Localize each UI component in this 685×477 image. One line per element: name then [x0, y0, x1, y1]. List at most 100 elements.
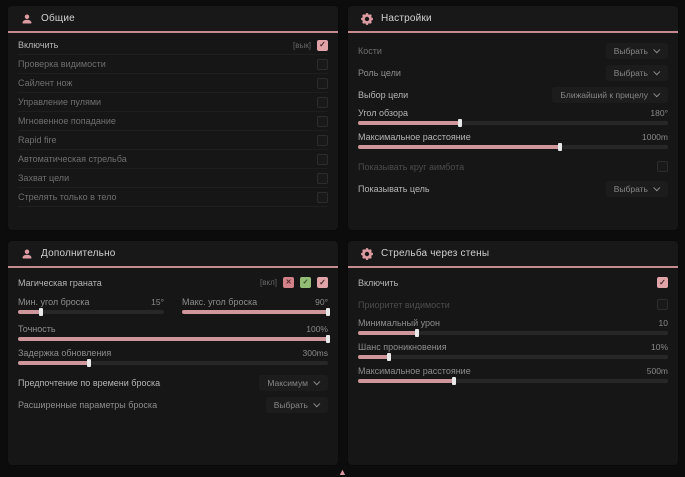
dropdown-row-show-target: Показывать цель Выбрать	[358, 178, 668, 199]
panel-title: Стрельба через стены	[381, 248, 490, 259]
checkbox-checked[interactable]: ✓	[657, 277, 668, 288]
checkbox-unchecked[interactable]	[317, 77, 328, 89]
slider-handle[interactable]	[458, 119, 463, 127]
panel-wallbang: Стрельба через стены Включить ✓ Приорите…	[348, 241, 678, 465]
toggle-row-bullet-control[interactable]: Управление пулями	[18, 93, 328, 112]
toggle-row-target-lock[interactable]: Захват цели	[18, 169, 328, 188]
slider-row-penetration-chance: Шанс проникновения 10%	[358, 342, 668, 361]
dropdown-row-target-role: Роль цели Выбрать	[358, 62, 668, 83]
check-icon: ✓	[319, 40, 326, 49]
penetration-chance-slider[interactable]	[358, 353, 668, 361]
accuracy-slider[interactable]	[18, 335, 330, 343]
chevron-down-icon	[653, 90, 661, 98]
toggle-row-enable-wallbang[interactable]: Включить ✓	[358, 272, 668, 293]
throw-time-select[interactable]: Максимум	[259, 374, 328, 391]
slider-handle[interactable]	[326, 335, 330, 343]
update-delay-slider[interactable]	[18, 359, 328, 367]
slider-fill	[182, 308, 330, 316]
toggle-label: Стрелять только в тело	[18, 192, 117, 202]
target-select[interactable]: Ближайший к прицелу	[552, 86, 668, 103]
advanced-throw-select[interactable]: Выбрать	[265, 396, 328, 413]
slider-handle[interactable]	[452, 377, 457, 385]
toggle-row-rapid-fire[interactable]: Rapid fire	[18, 131, 328, 150]
checkbox-unchecked[interactable]	[317, 191, 328, 203]
slider-fill	[358, 353, 391, 361]
toggle-row-silent-knife[interactable]: Сайлент нож	[18, 74, 328, 93]
wallbang-max-distance-slider[interactable]	[358, 377, 668, 385]
dropdown-row-target-select: Выбор цели Ближайший к прицелу	[358, 84, 668, 105]
slider-handle[interactable]	[387, 353, 391, 361]
toggle-label: Приоритет видимости	[358, 299, 450, 310]
toggle-row-body-only[interactable]: Стрелять только в тело	[18, 188, 328, 207]
toggle-row-visibility-check[interactable]: Проверка видимости	[18, 55, 328, 74]
checkbox-unchecked[interactable]	[317, 58, 328, 70]
chevron-down-icon	[653, 46, 661, 54]
panel-wallbang-header[interactable]: Стрельба через стены	[348, 241, 678, 268]
toggle-label: Захват цели	[18, 173, 70, 183]
panel-additional-header[interactable]: Дополнительно	[8, 241, 338, 268]
fov-slider[interactable]	[358, 119, 668, 127]
slider-label: Минимальный урон	[358, 318, 441, 328]
cross-icon: ✕	[285, 279, 292, 286]
dropdown-label: Выбор цели	[358, 89, 409, 100]
checkbox-unchecked[interactable]	[317, 134, 328, 146]
dropdown-row-throw-time: Предпочтение по времени броска Максимум	[18, 372, 328, 393]
slider-handle[interactable]	[557, 143, 562, 151]
allow-badge-icon[interactable]: ✓	[300, 277, 311, 288]
target-role-select[interactable]: Выбрать	[605, 64, 668, 81]
min-damage-slider[interactable]	[358, 329, 668, 337]
slider-fill	[358, 329, 419, 337]
slider-label: Максимальное расстояние	[358, 366, 471, 376]
select-value: Выбрать	[613, 45, 648, 56]
slider-value: 100%	[306, 324, 328, 334]
panel-general-header[interactable]: Общие	[8, 6, 338, 33]
slider-fill	[18, 308, 44, 316]
toggle-row-show-fov-circle[interactable]: Показывать круг аимбота	[358, 156, 668, 177]
scroll-up-indicator-icon[interactable]: ▲	[338, 467, 347, 477]
gear-icon	[361, 247, 373, 260]
toggle-row-instant-hit[interactable]: Мгновенное попадание	[18, 112, 328, 131]
checkbox-unchecked[interactable]	[317, 172, 328, 184]
max-distance-slider[interactable]	[358, 143, 668, 151]
slider-handle[interactable]	[326, 308, 330, 316]
checkbox-unchecked[interactable]	[317, 153, 328, 165]
person-icon	[21, 248, 33, 260]
chevron-down-icon	[653, 184, 661, 192]
panel-settings-header[interactable]: Настройки	[348, 6, 678, 33]
slider-handle[interactable]	[87, 359, 92, 367]
slider-label: Макс. угол броска	[182, 297, 258, 307]
toggle-row-magic-grenade[interactable]: Магическая граната [вкл] ✕ ✓ ✓	[18, 272, 328, 293]
toggle-label: Мгновенное попадание	[18, 116, 116, 126]
min-throw-angle-slider[interactable]	[18, 308, 164, 316]
show-target-select[interactable]: Выбрать	[605, 180, 668, 197]
checkbox-unchecked[interactable]	[657, 161, 668, 172]
select-value: Выбрать	[613, 183, 648, 194]
slider-row-update-delay: Задержка обновления 300ms	[18, 348, 328, 367]
toggle-label: Проверка видимости	[18, 59, 106, 69]
check-icon: ✓	[659, 277, 666, 287]
select-value: Выбрать	[273, 399, 308, 410]
toggle-label: Сайлент нож	[18, 78, 73, 88]
slider-handle[interactable]	[414, 329, 419, 337]
max-throw-angle-slider[interactable]	[182, 308, 330, 316]
slider-fill	[18, 359, 92, 367]
panel-title: Дополнительно	[41, 248, 116, 259]
checkbox-unchecked[interactable]	[657, 299, 668, 310]
checkbox-unchecked[interactable]	[317, 96, 328, 108]
bones-select[interactable]: Выбрать	[605, 42, 668, 59]
checkbox-unchecked[interactable]	[317, 115, 328, 127]
toggle-row-auto-fire[interactable]: Автоматическая стрельба	[18, 150, 328, 169]
toggle-row-enable[interactable]: Включить [вык] ✓	[18, 36, 328, 55]
slider-row-max-distance: Максимальное расстояние 1000m	[358, 132, 668, 151]
hotkey-tag: [вык]	[293, 40, 311, 50]
dropdown-row-advanced-throw: Расширенные параметры броска Выбрать	[18, 394, 328, 415]
toggle-label: Автоматическая стрельба	[18, 154, 127, 164]
slider-label: Угол обзора	[358, 108, 408, 118]
toggle-row-visibility-priority[interactable]: Приоритет видимости	[358, 294, 668, 315]
slider-handle[interactable]	[39, 308, 44, 316]
dropdown-label: Показывать цель	[358, 183, 430, 194]
checkbox-checked[interactable]: ✓	[317, 277, 328, 288]
deny-badge-icon[interactable]: ✕	[283, 277, 294, 288]
checkbox-checked[interactable]: ✓	[317, 39, 328, 51]
dropdown-row-bones: Кости Выбрать	[358, 40, 668, 61]
